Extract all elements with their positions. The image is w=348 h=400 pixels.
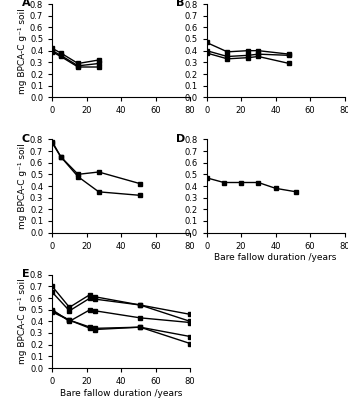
Y-axis label: mg BPCA-C g⁻¹ soil: mg BPCA-C g⁻¹ soil (18, 278, 27, 364)
Text: D: D (176, 134, 185, 144)
Text: A: A (22, 0, 31, 8)
X-axis label: Bare fallow duration /years: Bare fallow duration /years (60, 389, 182, 398)
Y-axis label: mg BPCA-C g⁻¹ soil: mg BPCA-C g⁻¹ soil (18, 8, 27, 94)
Text: C: C (22, 134, 30, 144)
Text: E: E (22, 269, 30, 279)
Text: B: B (176, 0, 185, 8)
X-axis label: Bare fallow duration /years: Bare fallow duration /years (214, 254, 337, 262)
Y-axis label: mg BPCA-C g⁻¹ soil: mg BPCA-C g⁻¹ soil (18, 143, 27, 229)
